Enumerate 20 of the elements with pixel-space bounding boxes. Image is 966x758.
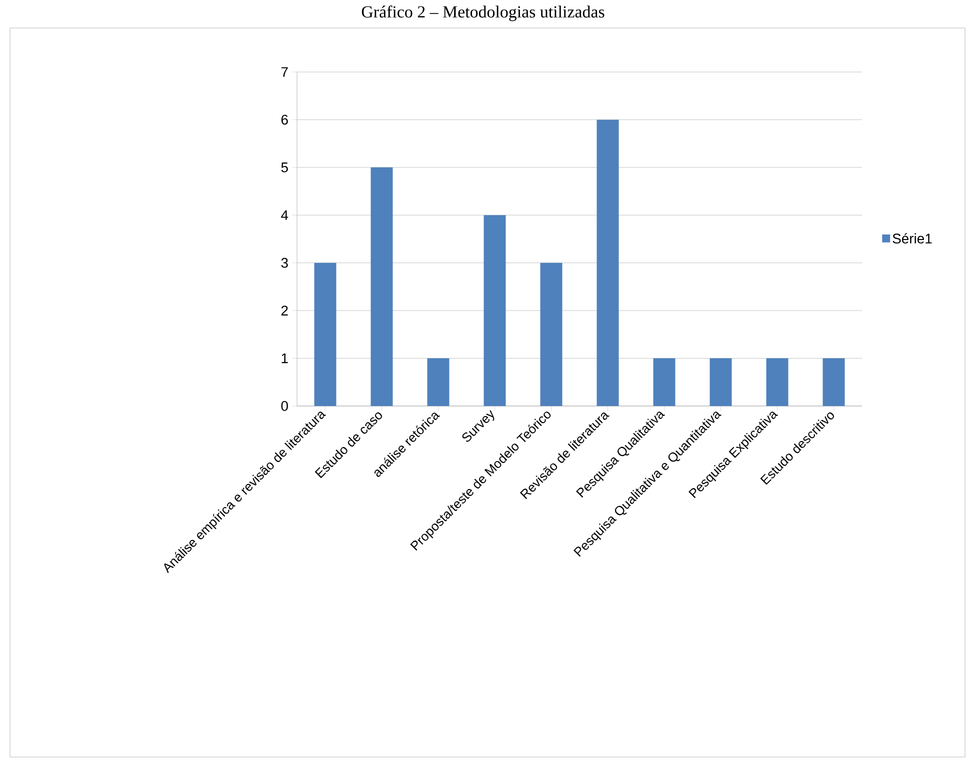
y-tick-label: 1 xyxy=(282,353,288,364)
bar xyxy=(484,215,506,406)
bar xyxy=(540,262,562,406)
bar xyxy=(427,358,450,406)
bar xyxy=(653,358,676,406)
y-tick-label: 2 xyxy=(281,306,288,316)
bar xyxy=(710,358,732,406)
bar xyxy=(766,358,788,406)
y-tick-label: 6 xyxy=(281,114,288,125)
bar xyxy=(370,167,393,406)
y-tick-label: 5 xyxy=(281,162,288,172)
y-tick-label: 7 xyxy=(281,67,288,77)
y-tick-label: 0 xyxy=(281,401,288,411)
y-tick-label: 3 xyxy=(281,258,288,268)
chart-title: Gráfico 2 – Metodologias utilizadas xyxy=(362,6,604,22)
y-tick-label: 4 xyxy=(281,210,288,220)
bar xyxy=(596,120,619,406)
bar xyxy=(314,262,336,406)
bar xyxy=(822,358,845,406)
legend-label: Série1 xyxy=(892,233,932,244)
